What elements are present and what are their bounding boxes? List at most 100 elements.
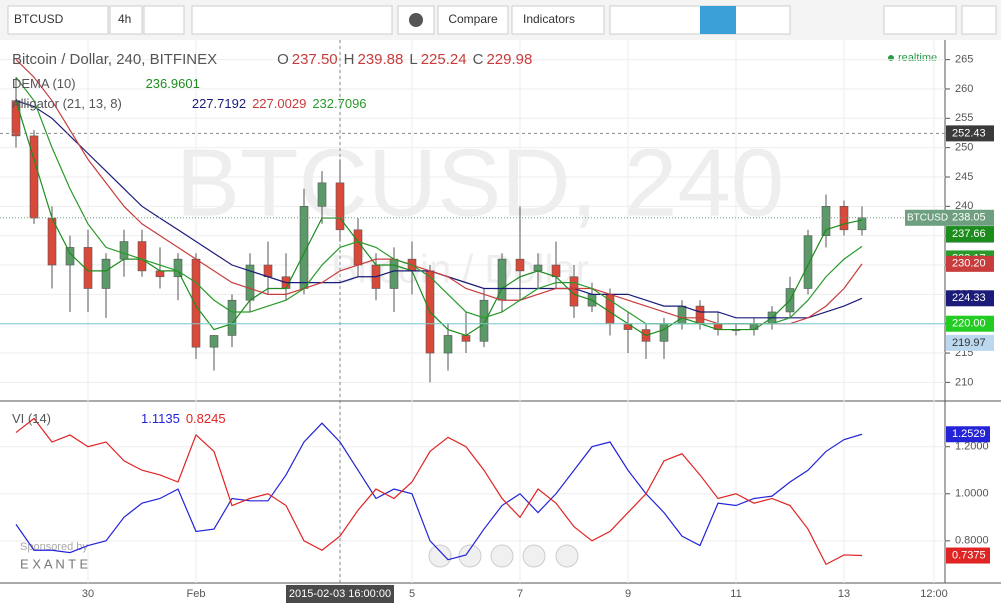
price-label-box: [946, 334, 994, 351]
x-tick-label: 12:00: [920, 588, 948, 600]
indicator-name: DEMA (10): [12, 76, 76, 91]
fullscreen-button[interactable]: [961, 5, 997, 35]
draw-button[interactable]: [700, 6, 736, 34]
y-tick-label: 1.0000: [955, 488, 989, 500]
candle-body: [119, 241, 129, 260]
y-tick-label: 1.2000: [955, 441, 989, 453]
series-title: Bitcoin / Dollar, 240, BITFINEX: [12, 51, 218, 68]
candle-body: [551, 264, 561, 278]
ohlc: O 237.50 H 239.88 L 225.24 C 229.98: [277, 51, 538, 68]
candle-body: [101, 258, 111, 289]
x-tick-label: 7: [517, 588, 523, 600]
candle-body: [155, 270, 165, 278]
indicator-value: 236.9601: [145, 76, 200, 91]
zoom-button[interactable]: [428, 544, 452, 568]
crosshair-label-box: [286, 585, 394, 603]
candle-body: [209, 335, 219, 348]
x-tick-label: 5: [409, 588, 415, 600]
candle-body: [317, 182, 327, 207]
compare: Compare: [448, 12, 498, 26]
ohlc-value: 229.98: [486, 51, 533, 68]
indicator-legend: DEMA (10) 236.9601: [12, 76, 373, 91]
last-value-label: 0.7375: [952, 549, 986, 561]
price-label: 224.33: [952, 292, 986, 304]
ohlc-key: C: [472, 51, 484, 68]
x-tick-label: 13: [838, 588, 850, 600]
indicator-value: 227.7192: [191, 96, 247, 111]
main-legend: Bitcoin / Dollar, 240, BITFINEX O 237.50 H 2…: [12, 51, 544, 68]
ohlc-key: O: [277, 51, 289, 68]
price-label-box: [946, 290, 994, 307]
candle-body: [47, 217, 57, 266]
last-value-box: [946, 547, 990, 564]
symbol-box[interactable]: [7, 5, 109, 35]
symbol-label: BTCUSD: [907, 212, 948, 223]
y-tick-label: 240: [955, 200, 973, 212]
zoom-controls: [428, 544, 579, 568]
candle-body: [857, 217, 867, 231]
x-tick-label: 9: [625, 588, 631, 600]
candle-body: [821, 206, 831, 236]
y-tick-label: 210: [955, 376, 973, 388]
vi-value: 0.8245: [185, 411, 226, 426]
symbol-label-box: [905, 209, 946, 226]
indicators-button[interactable]: [511, 5, 605, 35]
menu-button[interactable]: [143, 5, 185, 35]
interval-button[interactable]: [109, 5, 143, 35]
price-label: 252.43: [952, 127, 986, 139]
y-tick-label: 260: [955, 83, 973, 95]
last-value-label: 1.2529: [952, 428, 986, 440]
vi-title: VI (14): [12, 411, 52, 426]
chart-style-buttons[interactable]: [191, 5, 393, 35]
price-label-box: [946, 315, 994, 332]
price-label-box: [946, 209, 994, 226]
ohlc-value: 239.88: [357, 51, 404, 68]
indicator-value: 232.7096: [312, 96, 367, 111]
symbol: BTCUSD: [14, 12, 64, 26]
candle-body: [659, 323, 669, 342]
candle-body: [83, 247, 93, 289]
y-tick-label: 250: [955, 142, 973, 154]
candle-body: [227, 299, 237, 336]
candle-body: [479, 299, 489, 342]
indicator-line: [15, 100, 863, 337]
indicator-value: 227.0029: [252, 96, 307, 111]
compare-button[interactable]: [437, 5, 509, 35]
vi-values: 1.1135 0.8245: [141, 411, 232, 426]
ohlc-value: 225.24: [420, 51, 467, 68]
price-label: 219.97: [952, 337, 986, 349]
zoom-button[interactable]: [490, 544, 514, 568]
price-label: 238.05: [952, 212, 986, 224]
y-tick-label: 255: [955, 112, 973, 124]
vi-line: [15, 422, 863, 561]
candle-body: [515, 258, 525, 272]
candle-body: [677, 305, 687, 325]
x-tick-label: 11: [730, 588, 741, 600]
indicator-legends: DEMA (10) 236.9601 Alligator (21, 13, 8) 22…: [12, 76, 373, 116]
crosshair-label: 2015-02-03 16:00:00: [289, 588, 391, 600]
price-label-box: [946, 226, 994, 243]
candle-body: [443, 335, 453, 354]
undo-redo[interactable]: [883, 5, 957, 35]
vi-value: 1.1135: [141, 411, 180, 426]
candle-body: [137, 241, 147, 272]
y-tick-label: 0.8000: [955, 535, 989, 547]
sponsor-name: E X A N T E: [20, 556, 88, 571]
candle-body: [29, 135, 39, 219]
zoom-button[interactable]: [555, 544, 579, 568]
candle-body: [569, 276, 579, 307]
y-tick-label: 245: [955, 171, 973, 183]
zoom-button[interactable]: [458, 544, 482, 568]
price-label: 237.66: [952, 228, 986, 240]
indicator-legend: Alligator (21, 13, 8) 227.7192 227.0029 232…: [12, 96, 373, 111]
candle-body: [353, 229, 363, 266]
ohlc-key: H: [343, 51, 355, 68]
vi-line: [15, 417, 863, 566]
price-label: 230.20: [952, 258, 986, 270]
price-label: 220.00: [952, 318, 986, 330]
candle-body: [749, 323, 759, 330]
zoom-button[interactable]: [522, 544, 546, 568]
price-label-box: [946, 255, 994, 272]
